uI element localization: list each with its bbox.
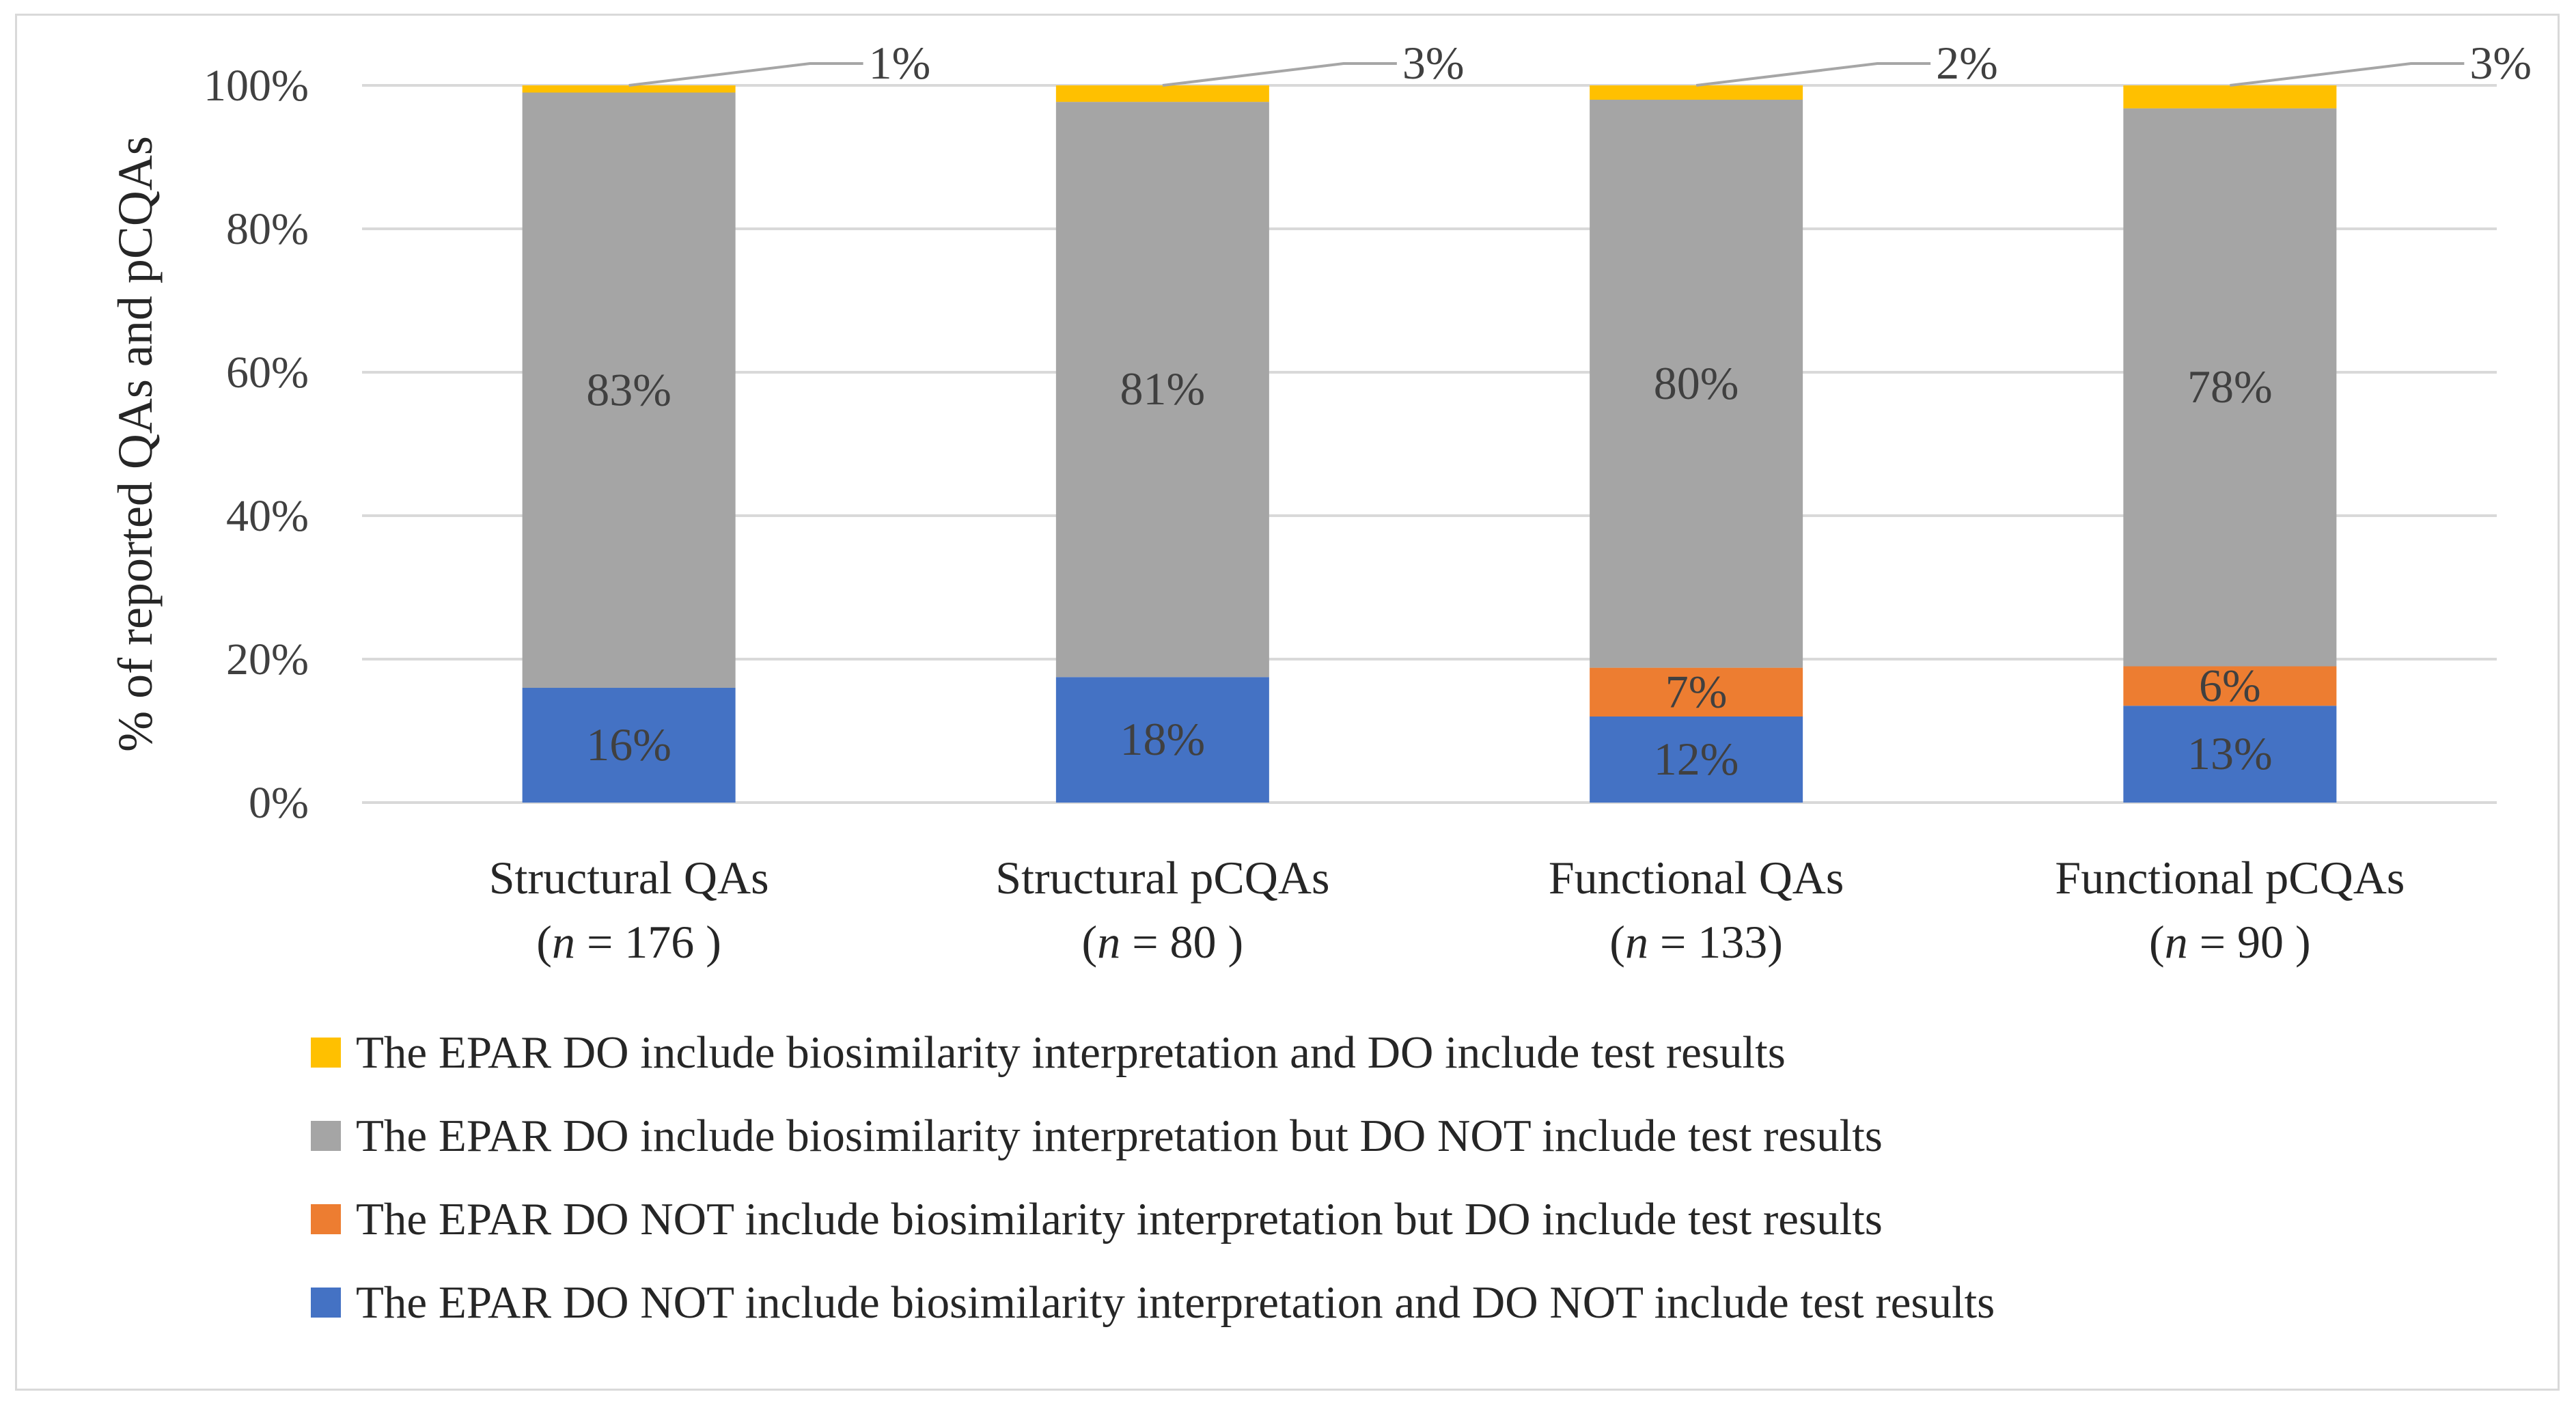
bar-segment: [1055, 102, 1269, 678]
x-tick-sublabel: (n = 80 ): [1082, 916, 1244, 968]
bar-segment: [2123, 108, 2337, 667]
bar-segment: [522, 92, 736, 688]
data-label: 78%: [2187, 361, 2273, 413]
data-label: 2%: [1936, 37, 1998, 89]
data-label: 1%: [869, 37, 931, 89]
legend-swatch: [311, 1204, 341, 1234]
x-tick-sublabel: (n = 90 ): [2149, 916, 2311, 968]
bar-segment: [1590, 100, 1803, 668]
x-tick-sublabel: (n = 133): [1609, 916, 1783, 968]
data-label: 81%: [1120, 363, 1206, 415]
leader-line: [1695, 62, 1931, 87]
legend-label: The EPAR DO NOT include biosimilarity in…: [356, 1193, 1883, 1244]
legend-label: The EPAR DO NOT include biosimilarity in…: [356, 1277, 1995, 1328]
y-tick-label: 80%: [226, 204, 309, 254]
chart-legend: The EPAR DO include biosimilarity interp…: [311, 1011, 1995, 1344]
bar-segment: [2123, 706, 2337, 803]
data-label: 3%: [2469, 37, 2532, 89]
legend-label: The EPAR DO include biosimilarity interp…: [356, 1027, 1786, 1078]
legend-swatch: [311, 1121, 341, 1151]
x-tick-label: Functional QAs: [1549, 852, 1844, 904]
y-tick-label: 60%: [226, 348, 309, 398]
y-tick-label: 100%: [204, 61, 309, 111]
data-label: 83%: [586, 363, 671, 415]
legend-swatch: [311, 1038, 341, 1068]
bar-segment: [1590, 667, 1803, 717]
data-label: 18%: [1120, 713, 1206, 765]
bar-segment: [1590, 85, 1803, 100]
leader-line: [2230, 62, 2465, 87]
legend-item: The EPAR DO NOT include biosimilarity in…: [311, 1261, 1995, 1344]
y-axis-title: % of reported QAs and pCQAs: [108, 136, 163, 752]
legend-item: The EPAR DO include biosimilarity interp…: [311, 1011, 1995, 1094]
y-tick-label: 40%: [226, 491, 309, 541]
bar-segment: [2123, 666, 2337, 706]
x-tick-sublabel: (n = 176 ): [536, 916, 721, 968]
x-tick-label: Structural QAs: [489, 852, 769, 904]
legend-item: The EPAR DO NOT include biosimilarity in…: [311, 1178, 1995, 1261]
bar-segment: [1055, 85, 1269, 102]
data-label: 6%: [2199, 659, 2261, 711]
bar-segment: [522, 688, 736, 803]
data-label: 13%: [2187, 727, 2273, 779]
x-tick-label: Structural pCQAs: [995, 852, 1329, 904]
legend-swatch: [311, 1288, 341, 1318]
bar-segment: [1055, 677, 1269, 803]
legend-label: The EPAR DO include biosimilarity interp…: [356, 1110, 1883, 1161]
data-label: 80%: [1654, 357, 1739, 409]
data-label: 16%: [586, 719, 671, 770]
y-tick-label: 20%: [226, 635, 309, 684]
chart-frame: [15, 14, 2560, 1391]
leader-line: [1162, 62, 1397, 87]
y-tick-label: 0%: [249, 778, 309, 828]
data-label: 3%: [1402, 37, 1465, 89]
bar-segment: [2123, 85, 2337, 109]
x-tick-label: Functional pCQAs: [2055, 852, 2405, 904]
data-label: 7%: [1665, 665, 1728, 717]
bar-segment: [522, 85, 736, 93]
leader-line: [628, 62, 863, 87]
bar-segment: [1590, 717, 1803, 803]
legend-item: The EPAR DO include biosimilarity interp…: [311, 1094, 1995, 1178]
data-label: 12%: [1654, 733, 1739, 785]
